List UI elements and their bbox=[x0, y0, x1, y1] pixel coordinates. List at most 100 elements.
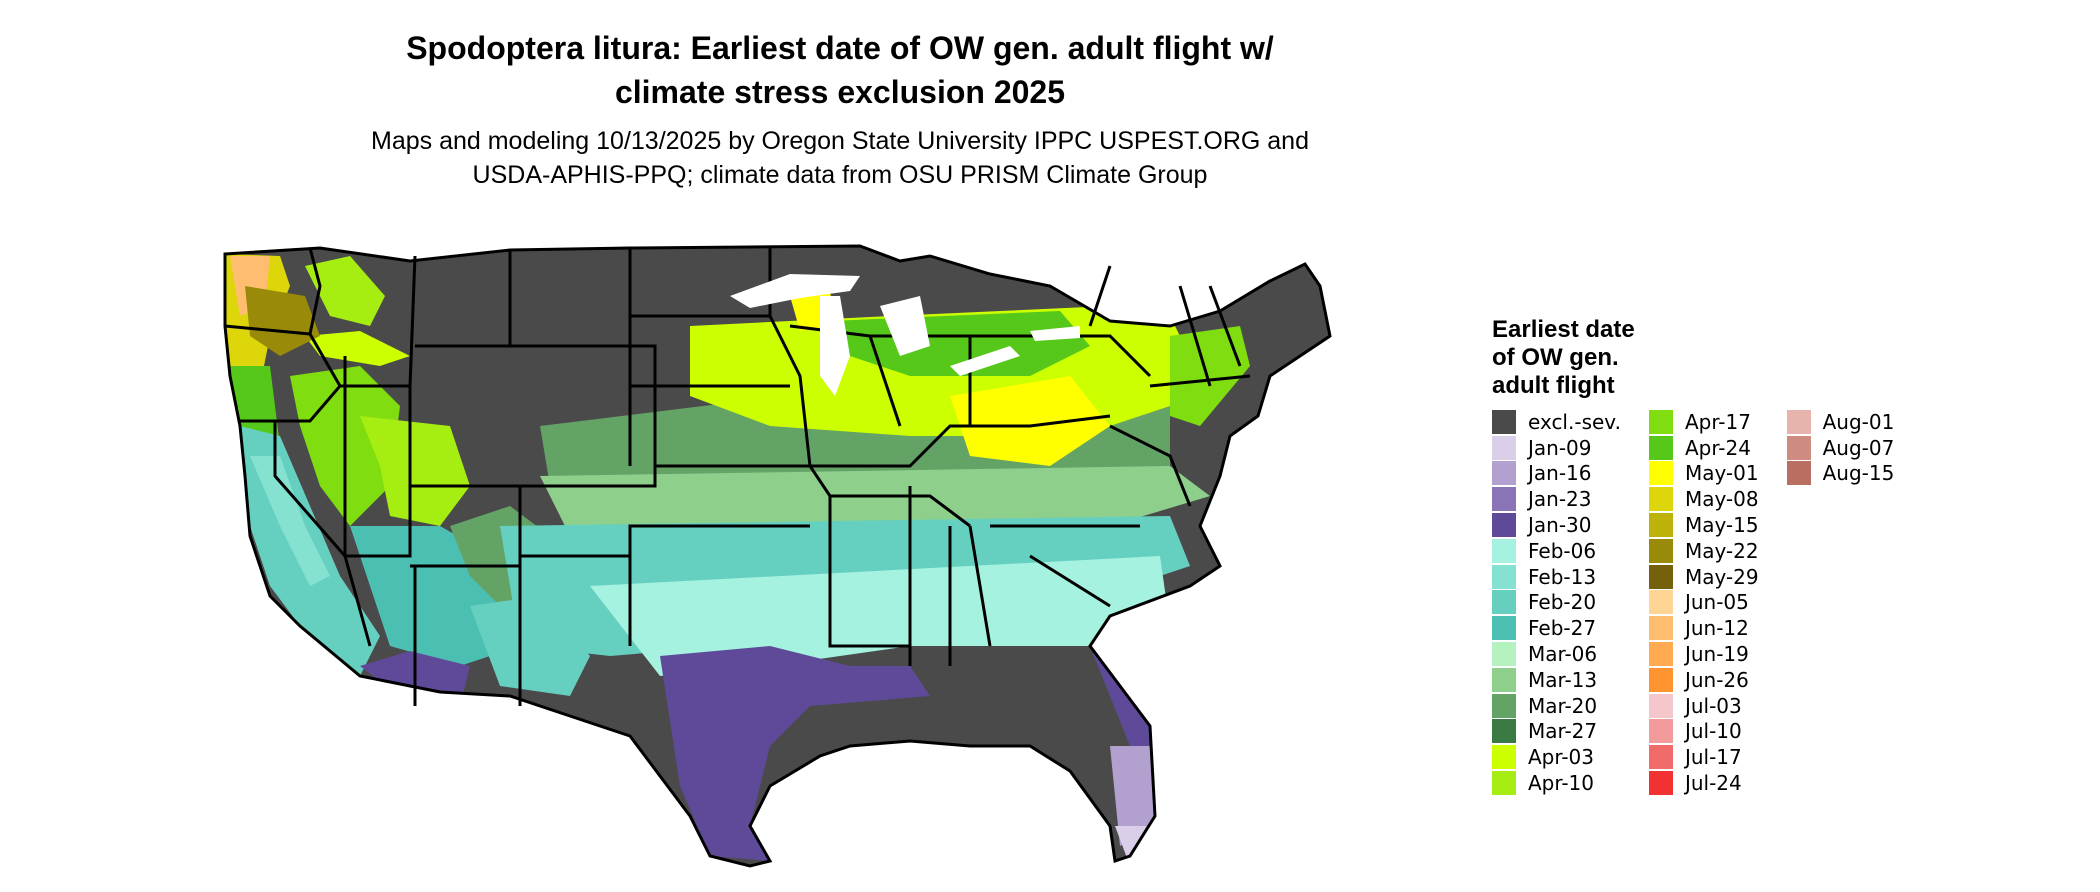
legend-item: Apr-17 bbox=[1648, 409, 1759, 435]
legend-swatch bbox=[1492, 642, 1516, 667]
lake-huron bbox=[880, 296, 930, 356]
legend-swatch bbox=[1648, 564, 1673, 589]
legend-column: Apr-17 Apr-24 May-01 May-08 May-15 May-22 May-… bbox=[1648, 409, 1759, 796]
legend-label: Jul-24 bbox=[1684, 771, 1742, 796]
map-title: Spodoptera litura: Earliest date of OW g… bbox=[250, 26, 1430, 114]
legend-item: Mar-06 bbox=[1492, 641, 1621, 667]
legend-swatch bbox=[1648, 667, 1673, 692]
legend-label: Mar-20 bbox=[1528, 693, 1598, 718]
legend-column: excl.-sev. Jan-09 Jan-16 Jan-23 Jan-30 Feb-06… bbox=[1492, 409, 1621, 796]
map-outline bbox=[223, 244, 1332, 868]
zone-ne-coast-green bbox=[1170, 326, 1250, 426]
legend-swatch bbox=[1648, 719, 1673, 744]
zone-oregon-brown bbox=[245, 286, 320, 356]
legend-swatch bbox=[1648, 487, 1673, 512]
legend-swatch bbox=[1492, 771, 1516, 796]
legend-swatch bbox=[1648, 745, 1673, 770]
legend-label: Apr-10 bbox=[1528, 771, 1594, 796]
legend-swatch bbox=[1492, 487, 1516, 512]
legend-item: Jul-03 bbox=[1648, 693, 1759, 719]
legend-title-line1: Earliest date bbox=[1492, 316, 1635, 343]
map-title-line1: Spodoptera litura: Earliest date of OW g… bbox=[406, 30, 1274, 66]
zone-snake-river bbox=[305, 331, 410, 366]
legend-label: Feb-06 bbox=[1528, 538, 1597, 563]
map-subtitle-line2: USDA-APHIS-PPQ; climate data from OSU PR… bbox=[472, 161, 1208, 189]
legend-item: Mar-27 bbox=[1492, 719, 1621, 745]
legend-label: Aug-07 bbox=[1822, 435, 1895, 460]
map-subtitle: Maps and modeling 10/13/2025 by Oregon S… bbox=[250, 124, 1430, 192]
zone-south-feb06 bbox=[590, 556, 1170, 676]
map-subtitle-line1: Maps and modeling 10/13/2025 by Oregon S… bbox=[371, 127, 1309, 155]
legend-swatch bbox=[1648, 616, 1673, 641]
legend-label: Jan-23 bbox=[1528, 487, 1592, 512]
legend-label: Apr-24 bbox=[1684, 435, 1751, 460]
zone-utah-green bbox=[360, 416, 470, 526]
legend-title: Earliest date of OW gen. adult flight bbox=[1492, 316, 1702, 400]
legend-swatch bbox=[1492, 719, 1516, 744]
legend-swatch bbox=[1492, 409, 1516, 434]
legend-item: Jan-30 bbox=[1492, 512, 1621, 538]
zone-florida-lavender bbox=[1110, 746, 1160, 846]
zone-appalachian-yellow bbox=[950, 376, 1110, 466]
legend-item: excl.-sev. bbox=[1492, 409, 1621, 435]
legend-item: Feb-06 bbox=[1492, 538, 1621, 564]
legend-label: Feb-13 bbox=[1528, 564, 1597, 589]
legend-item: Feb-27 bbox=[1492, 615, 1621, 641]
legend-item: Apr-24 bbox=[1648, 435, 1759, 461]
legend-label: Jul-10 bbox=[1684, 719, 1742, 744]
legend-label: May-08 bbox=[1684, 487, 1759, 512]
legend-label: Jun-19 bbox=[1684, 642, 1749, 667]
legend-label: Aug-01 bbox=[1822, 409, 1895, 434]
legend-item: Mar-20 bbox=[1492, 693, 1621, 719]
lake-michigan bbox=[820, 296, 850, 396]
legend-item: Jan-09 bbox=[1492, 435, 1621, 461]
legend-swatch bbox=[1786, 461, 1811, 486]
legend-title-line3: adult flight bbox=[1492, 372, 1615, 399]
legend-item: May-22 bbox=[1648, 538, 1759, 564]
zone-gulf-purple bbox=[660, 646, 930, 861]
legend-label: Jun-12 bbox=[1684, 616, 1749, 641]
lake-ontario bbox=[1030, 326, 1080, 341]
legend-label: excl.-sev. bbox=[1528, 409, 1621, 434]
legend-label: Jun-26 bbox=[1684, 667, 1749, 692]
legend-swatch bbox=[1492, 513, 1516, 538]
legend-label: Feb-27 bbox=[1528, 616, 1597, 641]
zone-california-light bbox=[250, 456, 330, 586]
legend-item: Jun-05 bbox=[1648, 590, 1759, 616]
legend-swatch bbox=[1648, 538, 1673, 563]
legend-label: Feb-20 bbox=[1528, 590, 1597, 615]
map-title-line2: climate stress exclusion 2025 bbox=[614, 74, 1066, 110]
lake-superior bbox=[730, 274, 860, 308]
legend-swatch bbox=[1648, 461, 1673, 486]
legend-item: Jun-12 bbox=[1648, 615, 1759, 641]
legend-swatch bbox=[1492, 745, 1516, 770]
legend-swatch bbox=[1492, 667, 1516, 692]
zone-idaho-green bbox=[305, 256, 385, 326]
legend-label: Jan-30 bbox=[1528, 513, 1592, 538]
legend-item: May-08 bbox=[1648, 486, 1759, 512]
legend-label: Jul-03 bbox=[1684, 693, 1742, 718]
legend-swatch bbox=[1492, 590, 1516, 615]
legend-swatch bbox=[1648, 409, 1673, 434]
legend-item: Apr-10 bbox=[1492, 770, 1621, 796]
legend-label: Mar-27 bbox=[1528, 719, 1598, 744]
legend-label: Jun-05 bbox=[1684, 590, 1749, 615]
zone-ny-yellow bbox=[1090, 316, 1190, 386]
legend-label: Jan-09 bbox=[1528, 435, 1592, 460]
legend-label: May-15 bbox=[1684, 513, 1759, 538]
legend-item: Jan-16 bbox=[1492, 461, 1621, 487]
legend-item: Apr-03 bbox=[1492, 744, 1621, 770]
legend-title-line2: of OW gen. bbox=[1492, 344, 1619, 371]
legend-label: Apr-17 bbox=[1684, 409, 1751, 434]
legend-label: May-22 bbox=[1684, 538, 1759, 563]
legend-label: May-29 bbox=[1684, 564, 1759, 589]
legend-item: Jul-10 bbox=[1648, 719, 1759, 745]
legend-item: May-15 bbox=[1648, 512, 1759, 538]
legend-item: Aug-15 bbox=[1786, 461, 1894, 487]
legend-item: Jul-17 bbox=[1648, 744, 1759, 770]
legend-label: Jul-17 bbox=[1684, 745, 1742, 770]
lake-erie bbox=[950, 346, 1020, 376]
legend-label: Jan-16 bbox=[1528, 461, 1592, 486]
legend-swatch bbox=[1492, 435, 1516, 460]
legend: excl.-sev. Jan-09 Jan-16 Jan-23 Jan-30 Feb-06… bbox=[1492, 409, 1894, 796]
